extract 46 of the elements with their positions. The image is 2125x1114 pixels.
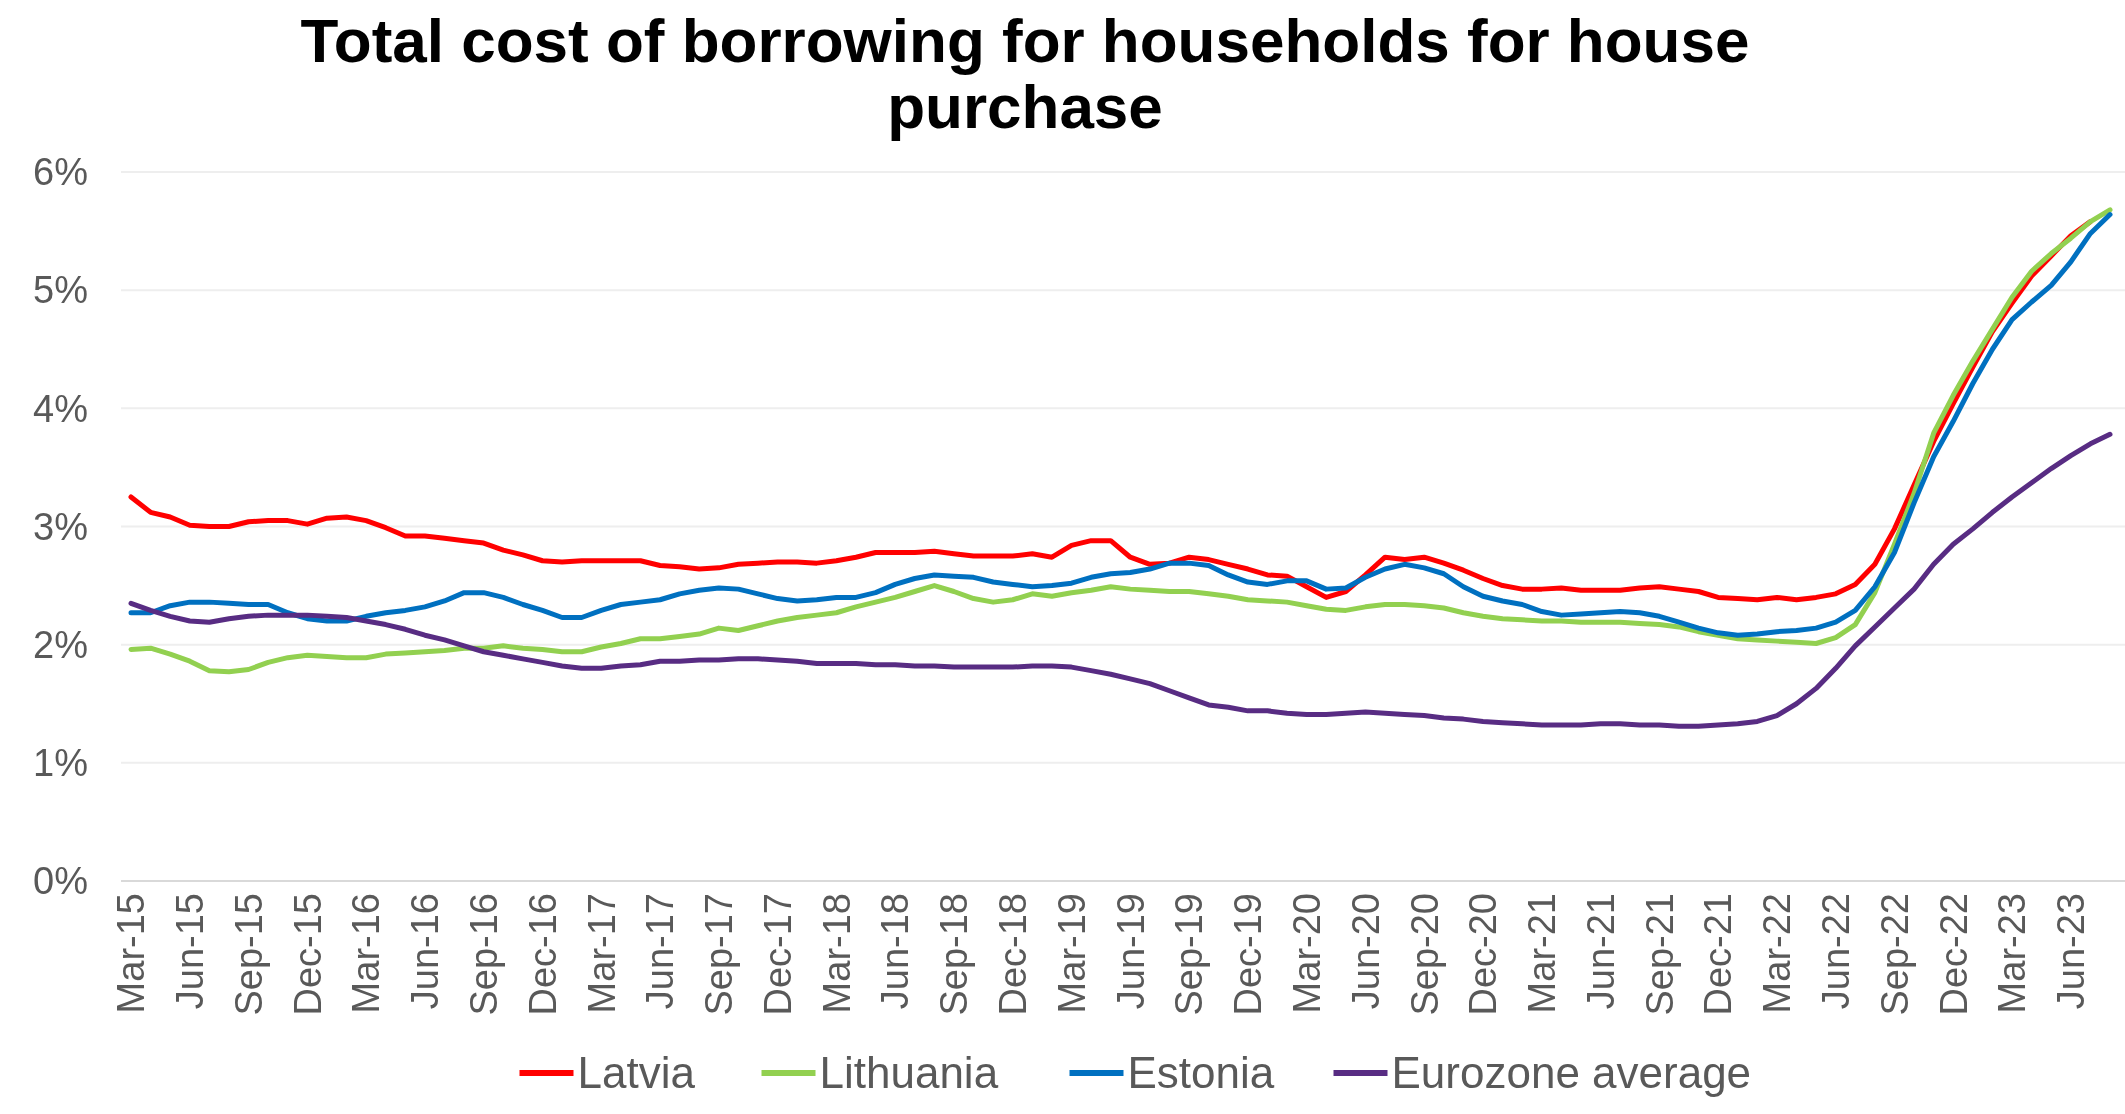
x-tick-label: Dec-17 [756, 893, 799, 1016]
x-tick-label: Jun-17 [639, 893, 682, 1010]
x-tick-label: Sep-22 [1873, 893, 1916, 1016]
x-tick-label: Mar-19 [1050, 893, 1093, 1014]
y-tick-label: 0% [33, 860, 88, 903]
x-tick-label: Mar-15 [110, 893, 153, 1014]
x-tick-label: Sep-21 [1638, 893, 1681, 1016]
x-tick-label: Sep-16 [462, 893, 505, 1016]
x-tick-label: Dec-21 [1697, 893, 1740, 1016]
x-tick-label: Mar-22 [1756, 893, 1799, 1014]
x-tick-label: Sep-18 [933, 893, 976, 1016]
x-tick-label: Jun-19 [1109, 893, 1152, 1010]
x-tick-label: Jun-20 [1344, 893, 1387, 1010]
legend-label: Lithuania [819, 1048, 999, 1097]
x-tick-label: Mar-23 [1991, 893, 2034, 1014]
legend-label: Eurozone average [1391, 1048, 1752, 1097]
x-tick-label: Jun-23 [2050, 893, 2093, 1010]
y-tick-label: 5% [33, 269, 88, 312]
x-tick-label: Jun-18 [874, 893, 917, 1010]
x-tick-label: Dec-15 [286, 893, 329, 1016]
x-tick-label: Sep-17 [698, 893, 741, 1016]
x-tick-label: Mar-18 [815, 893, 858, 1014]
y-tick-label: 4% [33, 387, 88, 430]
y-tick-label: 3% [33, 505, 88, 548]
x-tick-label: Sep-15 [227, 893, 270, 1016]
x-tick-label: Dec-22 [1932, 893, 1975, 1016]
x-tick-label: Sep-19 [1168, 893, 1211, 1016]
chart-title: Total cost of borrowing for households for house purchase [300, 6, 1750, 141]
x-tick-label: Mar-20 [1285, 893, 1328, 1014]
x-tick-label: Dec-19 [1227, 893, 1270, 1016]
y-tick-label: 2% [33, 623, 88, 666]
x-tick-label: Jun-15 [169, 893, 212, 1010]
x-tick-label: Dec-18 [992, 893, 1035, 1016]
y-tick-label: 1% [33, 742, 88, 785]
x-tick-label: Jun-16 [404, 893, 447, 1010]
x-tick-label: Mar-21 [1521, 893, 1564, 1014]
x-tick-label: Jun-22 [1814, 893, 1857, 1010]
legend-label: Estonia [1127, 1048, 1275, 1097]
x-tick-label: Dec-20 [1462, 893, 1505, 1016]
legend-label: Latvia [577, 1048, 696, 1097]
x-tick-label: Jun-21 [1579, 893, 1622, 1010]
x-tick-label: Dec-16 [521, 893, 564, 1016]
x-tick-label: Mar-17 [580, 893, 623, 1014]
x-tick-label: Mar-16 [345, 893, 388, 1014]
y-tick-label: 6% [33, 151, 88, 194]
x-tick-label: Sep-20 [1403, 893, 1446, 1016]
